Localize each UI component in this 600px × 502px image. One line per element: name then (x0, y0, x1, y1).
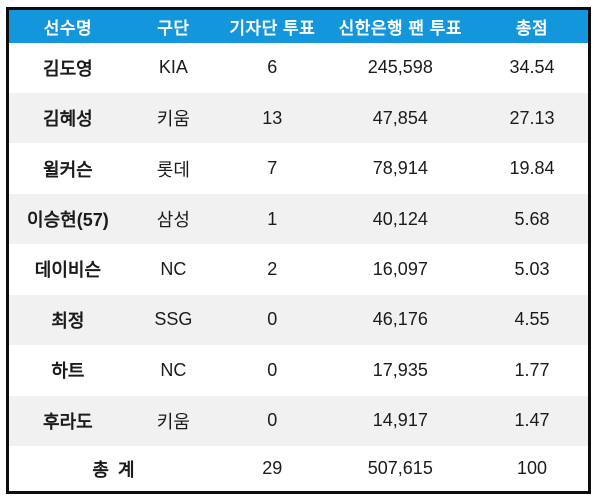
press-votes-cell: 0 (267, 410, 278, 431)
header-row: 선수명 구단 기자단 투표 신한은행 팬 투표 총점 (7, 8, 590, 43)
fan-votes-cell: 17,935 (372, 359, 428, 380)
total-fan-votes-cell: 507,615 (367, 458, 433, 478)
player-cell: 최정 (51, 310, 85, 331)
table-row: 하트 NC 0 17,935 1.77 (8, 345, 590, 395)
press-votes-cell: 1 (267, 208, 278, 229)
table-row: 윌커슨 롯데 7 78,914 19.84 (8, 143, 590, 193)
table-row: 이승현(57) 삼성 1 40,124 5.68 (7, 193, 590, 245)
press-votes-cell: 13 (262, 107, 283, 128)
total-score-cell: 5.03 (514, 258, 550, 279)
total-score-cell: 5.68 (514, 208, 550, 229)
fan-votes-cell: 14,917 (372, 410, 428, 431)
fan-votes-cell: 47,854 (372, 107, 428, 128)
fan-votes-cell: 40,124 (372, 208, 428, 229)
press-votes-cell: 0 (267, 359, 278, 380)
total-score-cell: 1.77 (514, 359, 550, 380)
team-cell: NC (160, 359, 187, 380)
team-cell: SSG (154, 309, 193, 330)
table-row: 후라도 키움 0 14,917 1.47 (7, 395, 590, 446)
column-header-total-score: 총점 (475, 8, 590, 43)
fan-votes-cell: 78,914 (372, 158, 428, 179)
press-votes-cell: 6 (267, 57, 278, 78)
column-header-press-votes: 기자단 투표 (219, 8, 325, 43)
team-cell: 롯데 (156, 159, 190, 180)
player-cell: 하트 (51, 361, 85, 382)
fan-votes-cell: 46,176 (372, 309, 428, 330)
column-header-team: 구단 (126, 8, 220, 43)
table-row: 김혜성 키움 13 47,854 27.13 (7, 92, 590, 144)
fan-votes-cell: 245,598 (367, 57, 433, 78)
total-score-cell: 1.47 (514, 410, 550, 431)
player-cell: 윌커슨 (43, 159, 93, 180)
total-score-cell: 19.84 (509, 158, 555, 179)
table-row: 데이비슨 NC 2 16,097 5.03 (8, 244, 590, 294)
table-row: 최정 SSG 0 46,176 4.55 (7, 294, 590, 346)
total-press-votes-cell: 29 (262, 458, 283, 478)
player-cell: 김혜성 (43, 109, 93, 130)
total-score-cell: 34.54 (509, 57, 555, 78)
team-cell: 키움 (156, 411, 190, 432)
total-label: 총 계 (92, 459, 137, 480)
team-cell: NC (160, 258, 187, 279)
player-cell: 김도영 (43, 58, 93, 79)
player-cell: 이승현(57) (27, 210, 109, 231)
team-cell: 삼성 (156, 210, 190, 231)
total-score-cell: 4.55 (514, 309, 550, 330)
team-cell: KIA (158, 57, 188, 78)
fan-votes-cell: 16,097 (372, 258, 428, 279)
player-cell: 후라도 (43, 411, 93, 432)
total-score-sum-cell: 100 (516, 458, 547, 478)
table-row: 김도영 KIA 6 245,598 34.54 (8, 43, 590, 93)
column-header-player: 선수명 (7, 8, 127, 43)
press-votes-cell: 7 (267, 158, 278, 179)
players-vote-table: 선수명 구단 기자단 투표 신한은행 팬 투표 총점 김도영 KIA 6 245… (6, 7, 591, 494)
press-votes-cell: 0 (267, 309, 278, 330)
column-header-fan-votes: 신한은행 팬 투표 (324, 8, 476, 43)
team-cell: 키움 (156, 109, 190, 130)
player-cell: 데이비슨 (34, 260, 102, 281)
press-votes-cell: 2 (267, 258, 278, 279)
total-score-cell: 27.13 (509, 107, 555, 128)
total-row: 총 계 29 507,615 100 (7, 446, 590, 493)
